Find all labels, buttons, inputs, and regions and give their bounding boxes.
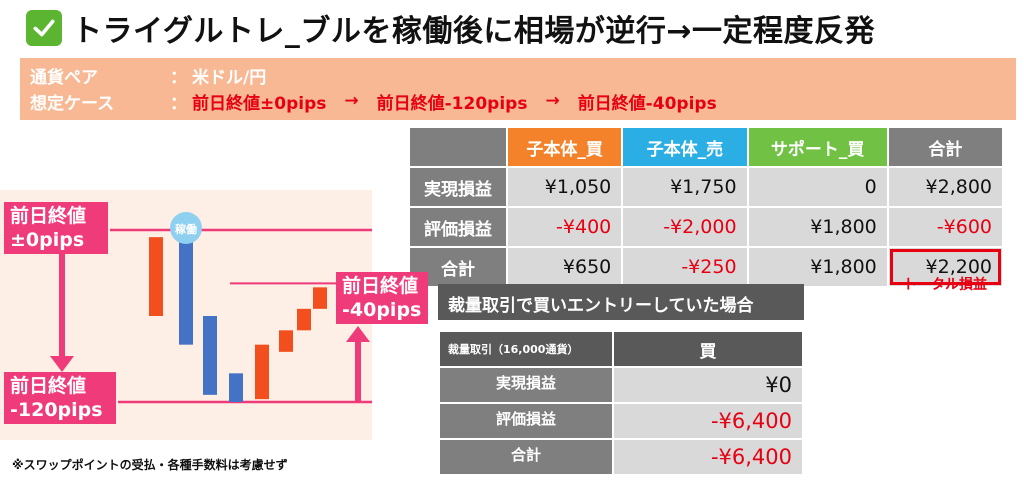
info-band: 通貨ペア ： 米ドル/円 想定ケース ： 前日終値±0pips → 前日終値-1… (20, 58, 1016, 120)
case-arrow-2: → (545, 91, 560, 111)
spot-header-right: 買 (612, 330, 804, 368)
case-separator: ： (170, 93, 187, 114)
result-table: 子本体_買 子本体_売 サポート_買 合計 実現損益 ¥1,050 ¥1,750… (408, 126, 1005, 288)
table-row: 評価損益 -¥6,400 (438, 402, 804, 440)
spot-label-total: 合計 (438, 438, 614, 476)
row-label-unrealized: 評価損益 (408, 206, 508, 248)
table-row: 合計 -¥6,400 (438, 438, 804, 476)
table-row: 実現損益 ¥1,050 ¥1,750 0 ¥2,800 (408, 166, 1005, 208)
table-cell: ¥1,800 (746, 206, 889, 248)
page-title: トライグルトレ_ブルを稼働後に相場が逆行→一定程度反発 (72, 14, 876, 49)
table-row: 実現損益 ¥0 (438, 366, 804, 404)
table-cell: -¥600 (886, 206, 1005, 248)
down-arrow-head (50, 356, 74, 372)
case-step-3: 前日終値-40pips (577, 93, 717, 114)
table-cell: ¥0 (612, 366, 804, 404)
spot-trade-table: 裁量取引（16,000通貨） 買 実現損益 ¥0 評価損益 -¥6,400 合計… (438, 330, 804, 476)
candle-8 (313, 287, 327, 309)
pair-separator: ： (170, 67, 187, 88)
total-pl-label: トータル損益 (903, 277, 987, 293)
case-arrow-1: → (344, 91, 359, 111)
pair-value: 米ドル/円 (192, 67, 267, 88)
table-cell: ¥2,800 (886, 166, 1005, 208)
case-row: 想定ケース ： 前日終値±0pips → 前日終値-120pips → 前日終値… (30, 88, 1006, 114)
table-cell: ¥1,750 (621, 166, 749, 208)
start-level-label-line2: ±0pips (10, 229, 85, 251)
table-row: 評価損益 -¥400 -¥2,000 ¥1,800 -¥600 (408, 206, 1005, 248)
rebound-level-label: 前日終値 -40pips (336, 272, 428, 324)
low-level-label-line1: 前日終値 (10, 375, 87, 397)
candle-4 (229, 373, 243, 402)
low-level-label: 前日終値 -120pips (4, 372, 116, 424)
spot-header-row: 裁量取引（16,000通貨） 買 (438, 330, 804, 368)
start-level-label: 前日終値 ±0pips (4, 202, 108, 254)
candle-6 (279, 330, 293, 352)
check-icon (26, 10, 62, 46)
grand-total-cell: ¥2,200 (886, 246, 1005, 288)
price-chart: 稼働 前日終値 ±0pips 前日終値 -120pips (0, 190, 372, 440)
pair-row: 通貨ペア ： 米ドル/円 (30, 62, 1006, 88)
rebound-level-label-line1: 前日終値 (342, 275, 419, 297)
table-cell: -¥6,400 (612, 438, 804, 476)
header-child-buy: 子本体_買 (505, 126, 624, 168)
table-cell: -¥250 (621, 246, 749, 288)
table-cell: 0 (746, 166, 889, 208)
spot-trade-title: 裁量取引で買いエントリーしていた場合 (438, 284, 804, 320)
chart-svg: 稼働 (50, 212, 372, 404)
table-cell: -¥6,400 (612, 402, 804, 440)
result-header-corner (408, 126, 508, 168)
candle-5 (255, 344, 269, 400)
header-child-sell: 子本体_売 (621, 126, 749, 168)
spot-label-realized: 実現損益 (438, 366, 614, 404)
candle-2 (179, 230, 193, 345)
low-level-label-line2: -120pips (10, 399, 103, 421)
spot-header-left: 裁量取引（16,000通貨） (438, 330, 614, 368)
table-cell: -¥2,000 (621, 206, 749, 248)
active-badge-circle (170, 212, 202, 244)
pair-label: 通貨ペア (30, 67, 98, 88)
row-label-realized: 実現損益 (408, 166, 508, 208)
case-step-2: 前日終値-120pips (376, 93, 528, 114)
start-level-label-line1: 前日終値 (10, 205, 87, 227)
rebound-level-label-line2: -40pips (342, 299, 422, 321)
title-row: トライグルトレ_ブルを稼働後に相場が逆行→一定程度反発 (26, 8, 876, 49)
candle-1 (149, 237, 163, 316)
table-cell: ¥1,050 (505, 166, 624, 208)
up-arrow-head (346, 326, 370, 342)
table-cell: ¥650 (505, 246, 624, 288)
spot-label-unrealized: 評価損益 (438, 402, 614, 440)
header-total: 合計 (886, 126, 1005, 168)
header-support-buy: サポート_買 (746, 126, 889, 168)
case-step-1: 前日終値±0pips (192, 93, 327, 114)
active-badge-label: 稼働 (175, 222, 197, 236)
result-header-row: 子本体_買 子本体_売 サポート_買 合計 (408, 126, 1005, 168)
table-cell: -¥400 (505, 206, 624, 248)
candle-7 (297, 308, 311, 331)
footnote: ※スワップポイントの受払・各種手数料は考慮せず (12, 458, 288, 472)
candle-3 (203, 316, 217, 395)
table-cell: ¥1,800 (746, 246, 889, 288)
case-label: 想定ケース (30, 93, 115, 114)
